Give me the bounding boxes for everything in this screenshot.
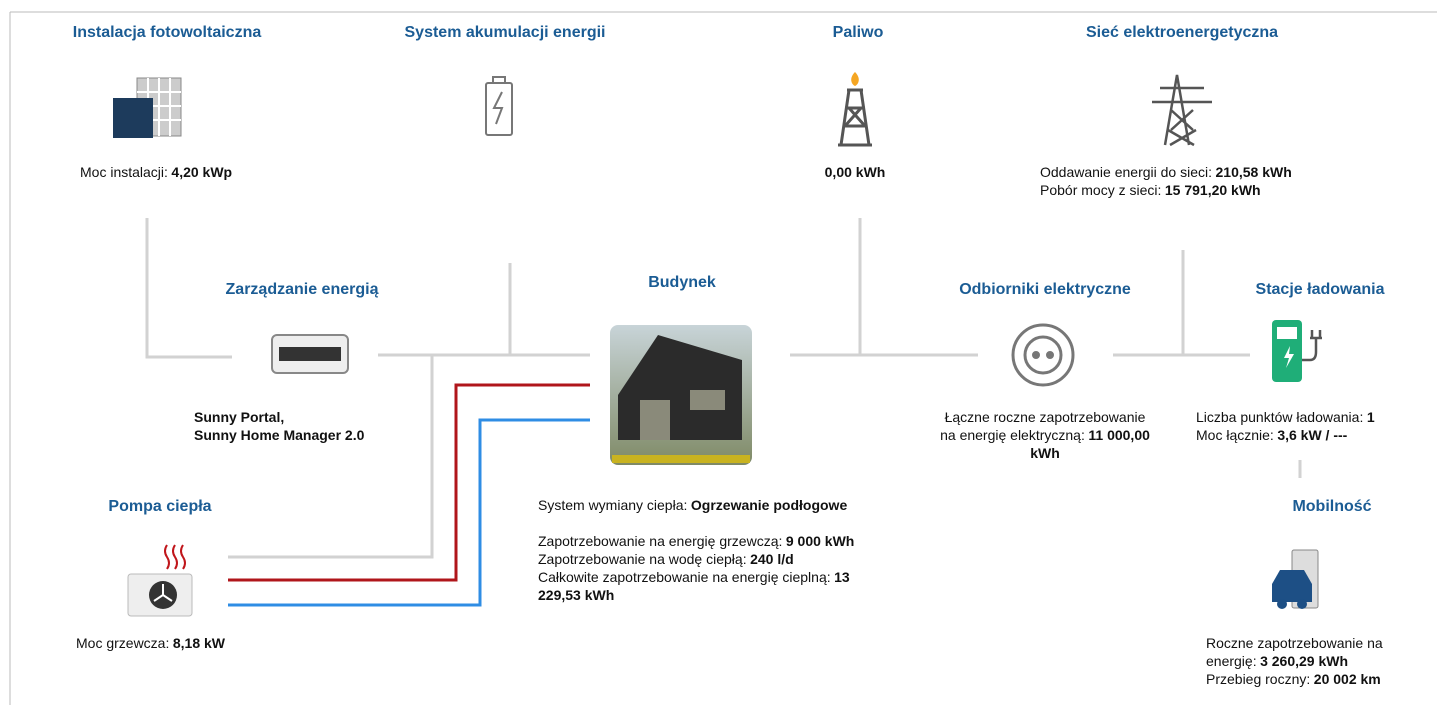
node-title: Mobilność — [1292, 498, 1371, 516]
value: 3 260,29 kWh — [1260, 653, 1348, 669]
label: Moc grzewcza: — [76, 635, 169, 651]
text-line: Sunny Home Manager 2.0 — [194, 426, 364, 444]
text-line: 0,00 kWh — [825, 163, 886, 181]
node-text: Moc grzewcza:8,18 kW — [76, 634, 225, 652]
text-line: Całkowite zapotrzebowanie na energię cie… — [538, 568, 868, 604]
node-text: Roczne zapotrzebowanie na energię:3 260,… — [1206, 634, 1411, 688]
fuel-icon — [838, 72, 872, 145]
node-title: Stacje ładowania — [1256, 281, 1385, 299]
node-text: System wymiany ciepła:Ogrzewanie podłogo… — [538, 496, 868, 604]
text-line: Łączne roczne zapotrzebowanie na energię… — [938, 408, 1153, 462]
value: Sunny Home Manager 2.0 — [194, 427, 364, 443]
node-title: System akumulacji energii — [405, 24, 606, 42]
socket-icon — [1013, 325, 1073, 385]
label: Zapotrzebowanie na energię grzewczą: — [538, 533, 782, 549]
value: 8,18 kW — [173, 635, 225, 651]
label: Zapotrzebowanie na wodę ciepłą: — [538, 551, 747, 567]
text-line: Zapotrzebowanie na energię grzewczą:9 00… — [538, 532, 868, 550]
label: Liczba punktów ładowania: — [1196, 409, 1363, 425]
water-pipe — [228, 420, 590, 605]
value: 20 002 km — [1314, 671, 1381, 687]
node-text: Moc instalacji:4,20 kWp — [80, 163, 232, 181]
label: Moc łącznie: — [1196, 427, 1274, 443]
text-line: Zapotrzebowanie na wodę ciepłą:240 l/d — [538, 550, 868, 568]
label: Moc instalacji: — [80, 164, 168, 180]
node-title: Instalacja fotowoltaiczna — [73, 24, 261, 42]
manager-icon — [272, 335, 348, 373]
value: 1 — [1367, 409, 1375, 425]
text-line: Przebieg roczny:20 002 km — [1206, 670, 1411, 688]
heat-pump-icon — [128, 545, 192, 616]
label: Oddawanie energii do sieci: — [1040, 164, 1212, 180]
value: Ogrzewanie podłogowe — [691, 497, 847, 513]
value: 4,20 kWp — [171, 164, 232, 180]
text-line: Oddawanie energii do sieci:210,58 kWh — [1040, 163, 1292, 181]
node-title: Sieć elektroenergetyczna — [1086, 24, 1278, 42]
mobility-icon — [1272, 550, 1318, 609]
value: 15 791,20 kWh — [1165, 182, 1261, 198]
node-title: Paliwo — [833, 24, 884, 42]
value: 9 000 kWh — [786, 533, 854, 549]
text-line: Moc łącznie:3,6 kW / --- — [1196, 426, 1375, 444]
value: 3,6 kW / --- — [1277, 427, 1347, 443]
node-title: Odbiorniki elektryczne — [959, 281, 1131, 299]
value: 210,58 kWh — [1216, 164, 1292, 180]
value: 0,00 kWh — [825, 164, 886, 180]
charger-icon — [1272, 320, 1322, 382]
value: 240 l/d — [750, 551, 794, 567]
node-text: Łączne roczne zapotrzebowanie na energię… — [938, 408, 1153, 462]
label: Przebieg roczny: — [1206, 671, 1310, 687]
text-line: Moc grzewcza:8,18 kW — [76, 634, 225, 652]
label: System wymiany ciepła: — [538, 497, 687, 513]
node-text: Sunny Portal, Sunny Home Manager 2.0 — [194, 408, 364, 444]
text-line: Liczba punktów ładowania:1 — [1196, 408, 1375, 426]
text-line: Sunny Portal, — [194, 408, 364, 426]
diagram-graphics — [0, 0, 1437, 720]
building-image — [610, 325, 752, 465]
grid-icon — [1152, 75, 1212, 145]
label: Całkowite zapotrzebowanie na energię cie… — [538, 569, 831, 585]
page: Instalacja fotowoltaiczna System akumula… — [0, 0, 1437, 720]
node-title: Zarządzanie energią — [226, 281, 379, 299]
text-line: Pobór mocy z sieci:15 791,20 kWh — [1040, 181, 1292, 199]
label: Pobór mocy z sieci: — [1040, 182, 1161, 198]
text-line: Moc instalacji:4,20 kWp — [80, 163, 232, 181]
text-line: System wymiany ciepła:Ogrzewanie podłogo… — [538, 496, 868, 514]
text-line: Roczne zapotrzebowanie na energię:3 260,… — [1206, 634, 1411, 670]
pv-icon — [113, 78, 181, 138]
node-text: 0,00 kWh — [825, 163, 886, 181]
node-title: Pompa ciepła — [108, 498, 211, 516]
battery-icon — [486, 77, 512, 135]
node-title: Budynek — [648, 274, 716, 292]
value: Sunny Portal, — [194, 409, 284, 425]
